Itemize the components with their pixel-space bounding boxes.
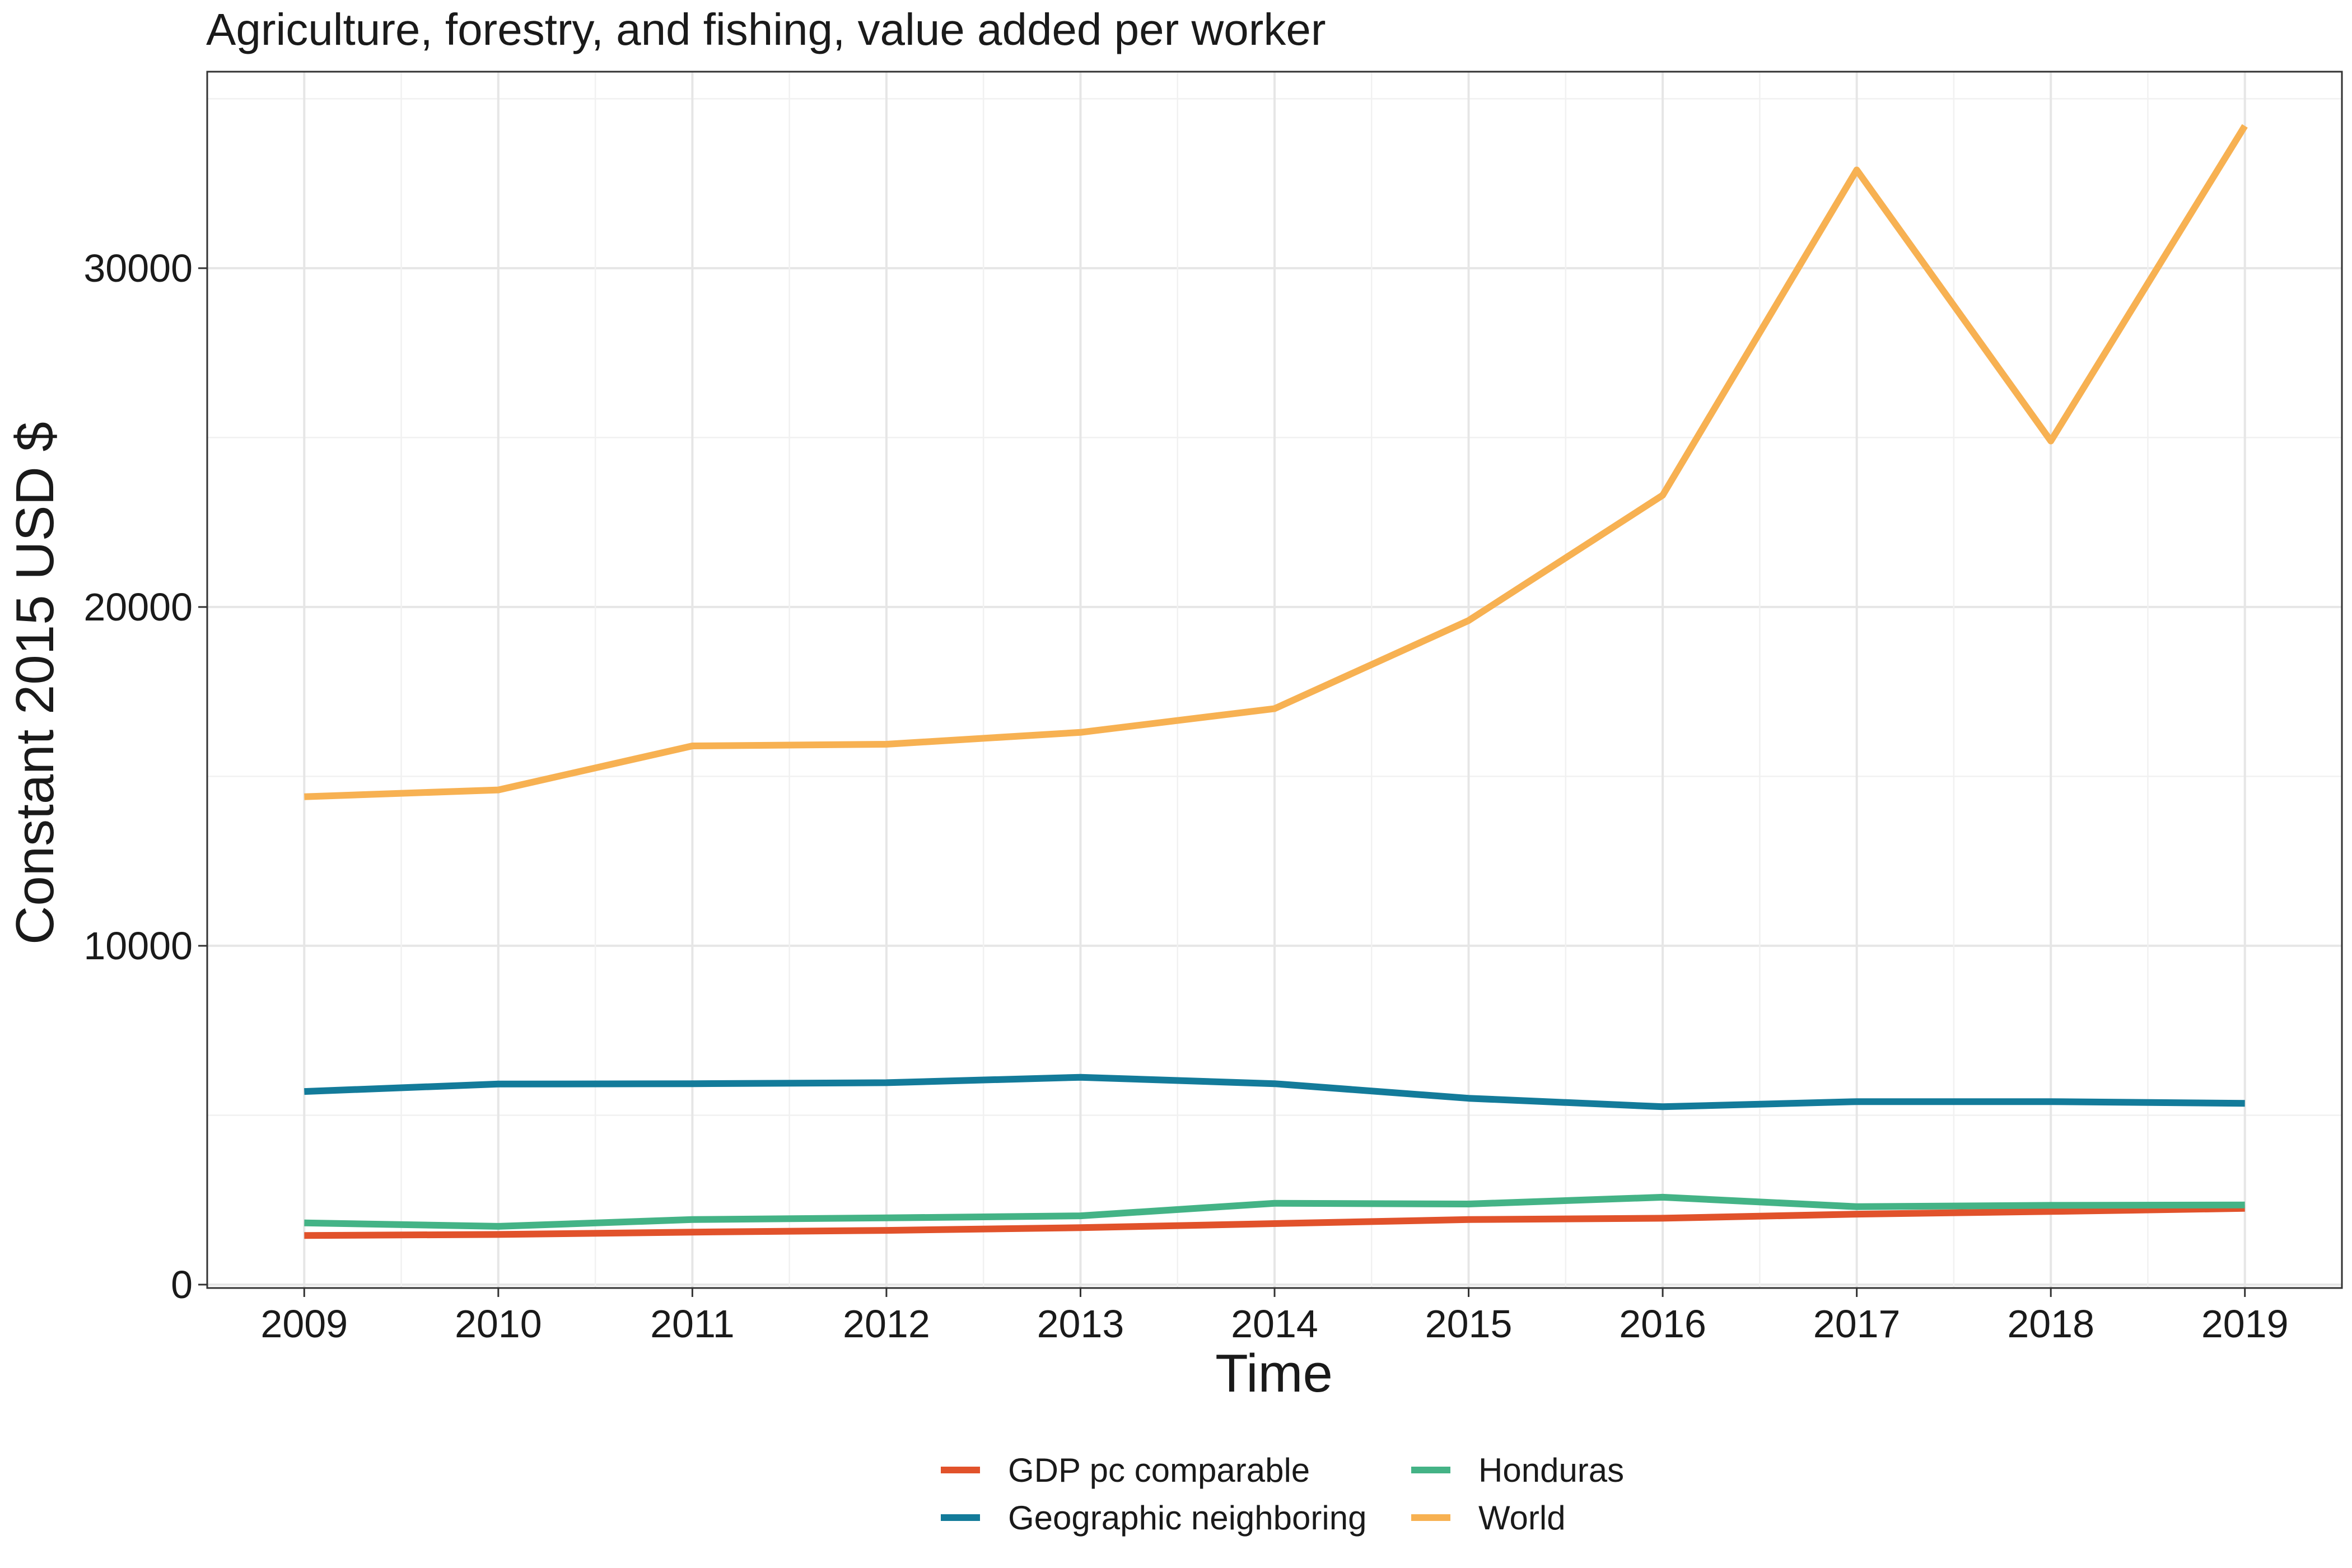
y-tick-label: 30000 bbox=[83, 246, 193, 290]
legend-label: Geographic neighboring bbox=[1008, 1499, 1366, 1537]
x-tick-label: 2017 bbox=[1813, 1302, 1901, 1346]
series-line-geographic-neighboring bbox=[304, 1074, 2245, 1110]
y-axis-title: Constant 2015 USD $ bbox=[5, 422, 65, 945]
x-tick-label: 2013 bbox=[1037, 1302, 1124, 1346]
grid bbox=[207, 72, 2342, 1288]
series-line-honduras bbox=[304, 1193, 2245, 1230]
y-tick-label: 10000 bbox=[83, 924, 193, 968]
x-tick-label: 2010 bbox=[455, 1302, 542, 1346]
x-tick-label: 2012 bbox=[843, 1302, 930, 1346]
legend-label: Honduras bbox=[1478, 1452, 1624, 1489]
x-tick-label: 2014 bbox=[1231, 1302, 1318, 1346]
legend-label: GDP pc comparable bbox=[1008, 1452, 1310, 1489]
x-tick-label: 2016 bbox=[1619, 1302, 1706, 1346]
axes: 0 10000 20000 30000 2009 2010 2011 2012 2013 2014… bbox=[83, 246, 2288, 1346]
x-tick-label: 2018 bbox=[2007, 1302, 2094, 1346]
x-tick-label: 2019 bbox=[2201, 1302, 2289, 1346]
series-line-gdp-pc-comparable bbox=[304, 1205, 2245, 1239]
x-tick-label: 2015 bbox=[1425, 1302, 1513, 1346]
series-line-world bbox=[304, 124, 2248, 800]
legend-label: World bbox=[1478, 1499, 1566, 1537]
legend: GDP pc comparable Honduras Geographic neig… bbox=[941, 1452, 1624, 1537]
x-axis-title: Time bbox=[1215, 1343, 1333, 1403]
legend-item: Honduras bbox=[1411, 1452, 1624, 1489]
series-lines bbox=[304, 124, 2248, 1239]
x-tick-label: 2009 bbox=[260, 1302, 348, 1346]
chart-title: Agriculture, forestry, and fishing, valu… bbox=[206, 4, 1326, 54]
y-tick-label: 0 bbox=[171, 1263, 193, 1306]
legend-item: GDP pc comparable bbox=[941, 1452, 1310, 1489]
legend-item: Geographic neighboring bbox=[941, 1499, 1366, 1537]
legend-item: World bbox=[1411, 1499, 1566, 1537]
y-tick-label: 20000 bbox=[83, 585, 193, 629]
x-tick-label: 2011 bbox=[650, 1302, 735, 1346]
